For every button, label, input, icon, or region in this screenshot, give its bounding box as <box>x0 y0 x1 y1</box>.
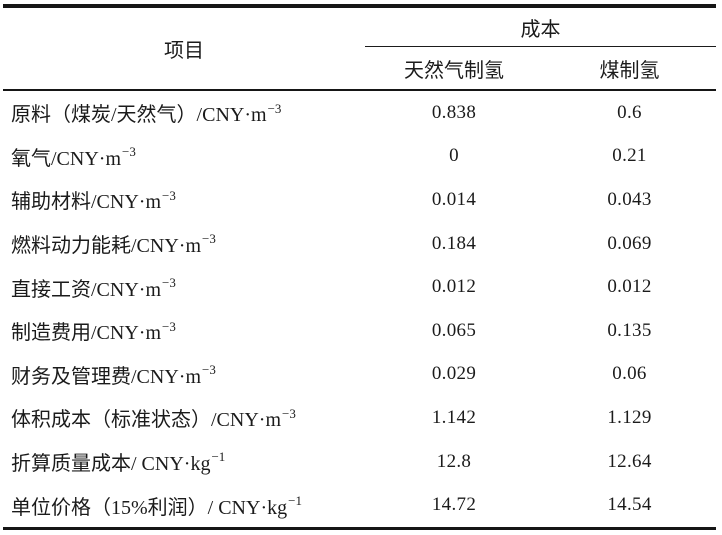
header-cost-group: 成本 <box>365 8 716 47</box>
coal-value: 0.012 <box>607 276 652 298</box>
table-row: 氧气/CNY·m−3 0 0.21 <box>3 135 716 179</box>
coal-value: 0.6 <box>617 101 642 123</box>
coal-value: 0.069 <box>607 232 652 254</box>
natural-gas-value: 0 <box>449 145 459 167</box>
table-row: 制造费用/CNY·m−3 0.065 0.135 <box>3 309 716 353</box>
row-label-text: 折算质量成本/ CNY·kg <box>11 453 211 476</box>
row-label: 单位价格（15%利润）/ CNY·kg−1 <box>3 483 365 527</box>
row-label-superscript: −3 <box>162 275 176 291</box>
row-label: 财务及管理费/CNY·m−3 <box>3 353 365 397</box>
table-row: 辅助材料/CNY·m−3 0.014 0.043 <box>3 178 716 222</box>
natural-gas-value: 0.184 <box>431 232 477 254</box>
row-label-text: 财务及管理费/CNY·m <box>11 365 201 388</box>
natural-gas-value: 0.029 <box>431 363 477 385</box>
table-row: 原料（煤炭/天然气）/CNY·m−3 0.838 0.6 <box>3 91 716 135</box>
row-label-text: 制造费用/CNY·m <box>11 322 161 345</box>
row-label: 氧气/CNY·m−3 <box>3 135 365 179</box>
coal-value: 14.54 <box>607 494 652 516</box>
natural-gas-value: 1.142 <box>431 406 477 428</box>
header-col-coal: 煤制氢 <box>599 59 660 82</box>
coal-value: 0.21 <box>612 145 647 167</box>
row-label-text: 直接工资/CNY·m <box>11 278 161 301</box>
row-label-superscript: −3 <box>162 187 176 203</box>
table-row: 直接工资/CNY·m−3 0.012 0.012 <box>3 265 716 309</box>
row-label-text: 原料（煤炭/天然气）/CNY·m <box>11 104 267 127</box>
row-label-text: 体积成本（标准状态）/CNY·m <box>11 409 281 432</box>
table-row: 燃料动力能耗/CNY·m−3 0.184 0.069 <box>3 222 716 266</box>
table-row: 单位价格（15%利润）/ CNY·kg−1 14.72 14.54 <box>3 483 716 527</box>
coal-value: 0.043 <box>607 188 652 210</box>
natural-gas-value: 14.72 <box>431 494 477 516</box>
natural-gas-value: 0.012 <box>431 276 477 298</box>
table-body: 原料（煤炭/天然气）/CNY·m−3 0.838 0.6 氧气/CNY·m−3 … <box>3 91 716 527</box>
table-row: 体积成本（标准状态）/CNY·m−3 1.142 1.129 <box>3 396 716 440</box>
row-label-text: 辅助材料/CNY·m <box>11 191 161 214</box>
row-label-text: 燃料动力能耗/CNY·m <box>11 235 201 258</box>
natural-gas-value: 12.8 <box>436 450 472 472</box>
row-label-superscript: −1 <box>211 449 226 465</box>
table-header: 项目 成本 天然气制氢 煤制氢 <box>3 8 716 91</box>
row-label: 制造费用/CNY·m−3 <box>3 309 365 353</box>
row-label-text: 氧气/CNY·m <box>11 147 121 170</box>
row-label-text: 单位价格（15%利润）/ CNY·kg <box>11 496 288 519</box>
row-label: 辅助材料/CNY·m−3 <box>3 178 365 222</box>
row-label-superscript: −3 <box>202 362 216 378</box>
cost-comparison-table: 项目 成本 天然气制氢 煤制氢 原料（煤炭/天然气）/CNY·m−3 0.838… <box>3 4 716 530</box>
row-label-superscript: −1 <box>288 492 302 508</box>
header-col-natural-gas: 天然气制氢 <box>404 59 504 82</box>
coal-value: 1.129 <box>607 406 652 428</box>
row-label: 原料（煤炭/天然气）/CNY·m−3 <box>3 91 365 135</box>
coal-value: 0.06 <box>612 363 647 385</box>
row-label-superscript: −3 <box>202 231 216 247</box>
row-label: 体积成本（标准状态）/CNY·m−3 <box>3 396 365 440</box>
table-row: 折算质量成本/ CNY·kg−1 12.8 12.64 <box>3 440 716 484</box>
coal-value: 0.135 <box>607 319 652 341</box>
row-label: 直接工资/CNY·m−3 <box>3 265 365 309</box>
row-label-superscript: −3 <box>122 144 136 160</box>
header-item: 项目 <box>164 40 204 62</box>
table-row: 财务及管理费/CNY·m−3 0.029 0.06 <box>3 353 716 397</box>
natural-gas-value: 0.838 <box>431 101 477 123</box>
row-label-superscript: −3 <box>267 100 282 116</box>
row-label: 折算质量成本/ CNY·kg−1 <box>3 440 365 484</box>
coal-value: 12.64 <box>607 450 652 472</box>
natural-gas-value: 0.014 <box>431 188 477 210</box>
natural-gas-value: 0.065 <box>431 319 477 341</box>
row-label: 燃料动力能耗/CNY·m−3 <box>3 222 365 266</box>
row-label-superscript: −3 <box>162 318 176 334</box>
row-label-superscript: −3 <box>282 405 296 421</box>
